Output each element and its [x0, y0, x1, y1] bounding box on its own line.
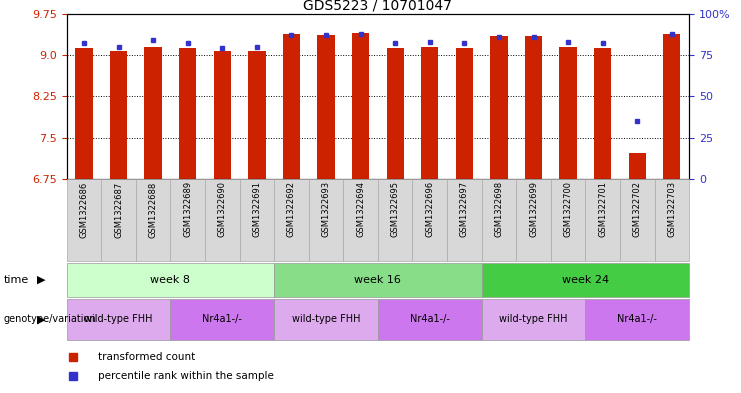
Text: GSM1322688: GSM1322688	[149, 181, 158, 237]
Bar	[378, 179, 413, 261]
Bar	[585, 299, 689, 340]
Bar	[628, 153, 646, 179]
Bar	[283, 34, 300, 179]
Bar	[491, 36, 508, 179]
Text: GSM1322697: GSM1322697	[460, 181, 469, 237]
Text: GSM1322702: GSM1322702	[633, 181, 642, 237]
Bar	[213, 51, 231, 179]
Bar	[447, 179, 482, 261]
Text: GSM1322693: GSM1322693	[322, 181, 330, 237]
Text: GSM1322695: GSM1322695	[391, 181, 399, 237]
Bar	[179, 48, 196, 179]
Bar	[343, 179, 378, 261]
Bar	[67, 263, 274, 297]
Bar	[239, 179, 274, 261]
Text: GSM1322687: GSM1322687	[114, 181, 123, 237]
Bar	[67, 299, 170, 340]
Bar	[248, 51, 265, 179]
Text: GSM1322694: GSM1322694	[356, 181, 365, 237]
Text: GSM1322692: GSM1322692	[287, 181, 296, 237]
Text: GSM1322689: GSM1322689	[183, 181, 192, 237]
Text: ▶: ▶	[36, 275, 45, 285]
Text: time: time	[4, 275, 29, 285]
Bar	[559, 47, 576, 179]
Text: GSM1322701: GSM1322701	[598, 181, 607, 237]
Bar	[525, 36, 542, 179]
Bar	[317, 35, 335, 179]
Text: wild-type FHH: wild-type FHH	[499, 314, 568, 324]
Text: percentile rank within the sample: percentile rank within the sample	[98, 371, 273, 382]
Title: GDS5223 / 10701047: GDS5223 / 10701047	[304, 0, 452, 13]
Text: Nr4a1-/-: Nr4a1-/-	[617, 314, 657, 324]
Bar	[170, 179, 205, 261]
Text: GSM1322691: GSM1322691	[253, 181, 262, 237]
Bar	[482, 299, 585, 340]
Bar	[102, 179, 136, 261]
Bar	[654, 179, 689, 261]
Bar	[274, 179, 309, 261]
Text: GSM1322699: GSM1322699	[529, 181, 538, 237]
Bar	[309, 179, 343, 261]
Text: wild-type FHH: wild-type FHH	[84, 314, 153, 324]
Text: wild-type FHH: wild-type FHH	[292, 314, 360, 324]
Bar	[352, 33, 369, 179]
Text: GSM1322698: GSM1322698	[494, 181, 503, 237]
Bar	[413, 179, 447, 261]
Bar	[421, 47, 439, 179]
Bar	[482, 179, 516, 261]
Bar	[67, 179, 102, 261]
Text: week 8: week 8	[150, 275, 190, 285]
Bar	[585, 179, 620, 261]
Bar	[205, 179, 239, 261]
Bar	[136, 179, 170, 261]
Text: transformed count: transformed count	[98, 351, 195, 362]
Bar	[387, 48, 404, 179]
Bar	[551, 179, 585, 261]
Bar	[110, 51, 127, 179]
Bar	[594, 48, 611, 179]
Text: GSM1322686: GSM1322686	[79, 181, 88, 237]
Bar	[456, 48, 473, 179]
Bar	[274, 263, 482, 297]
Text: genotype/variation: genotype/variation	[4, 314, 96, 324]
Text: GSM1322696: GSM1322696	[425, 181, 434, 237]
Text: week 16: week 16	[354, 275, 402, 285]
Text: Nr4a1-/-: Nr4a1-/-	[410, 314, 450, 324]
Text: GSM1322690: GSM1322690	[218, 181, 227, 237]
Bar	[663, 34, 680, 179]
Text: GSM1322703: GSM1322703	[668, 181, 677, 237]
Text: week 24: week 24	[562, 275, 609, 285]
Bar	[516, 179, 551, 261]
Bar	[144, 47, 162, 179]
Text: ▶: ▶	[36, 314, 45, 324]
Text: GSM1322700: GSM1322700	[564, 181, 573, 237]
Text: Nr4a1-/-: Nr4a1-/-	[202, 314, 242, 324]
Bar	[620, 179, 654, 261]
Bar	[76, 48, 93, 179]
Bar	[482, 263, 689, 297]
Bar	[170, 299, 274, 340]
Bar	[274, 299, 378, 340]
Bar	[378, 299, 482, 340]
